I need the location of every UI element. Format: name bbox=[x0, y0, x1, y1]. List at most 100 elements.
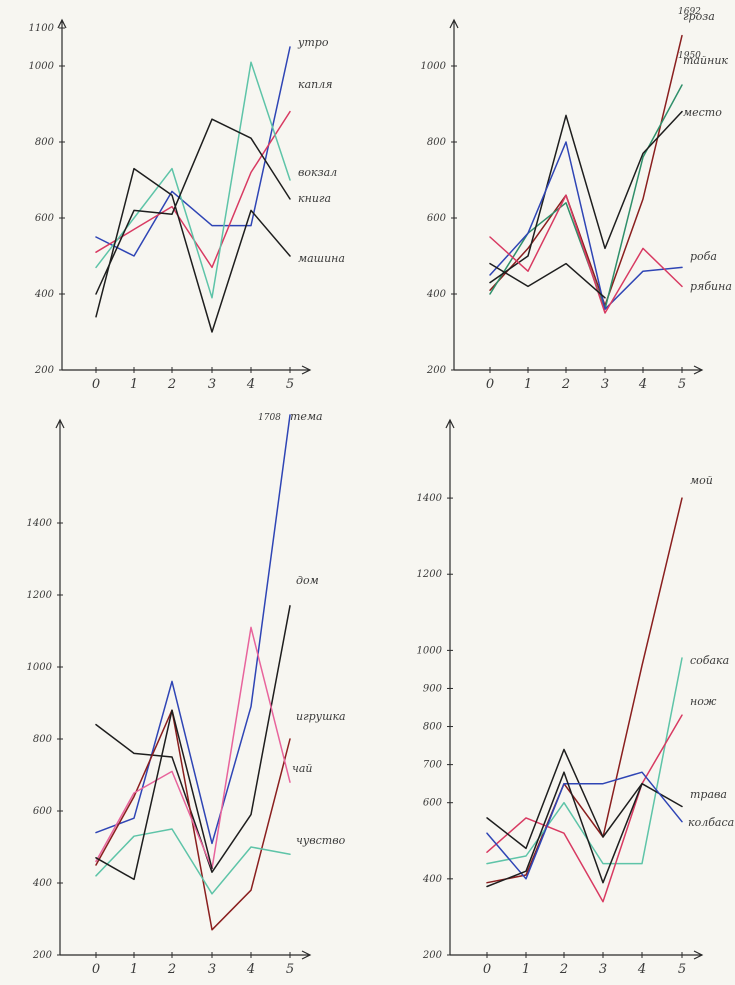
series-label: капля bbox=[298, 78, 333, 91]
y-axis-arrow bbox=[57, 18, 67, 29]
series-line-3 bbox=[95, 709, 291, 931]
series-label: утро bbox=[297, 36, 329, 49]
x-tick-label: 1 bbox=[130, 377, 138, 392]
chart-panel-2: 200 400 600 800 1000 0 1 2 3 4 5 гроза тайник место ро… bbox=[421, 7, 732, 392]
series-line-6 bbox=[95, 709, 213, 881]
y-tick-label: 1000 bbox=[27, 662, 53, 673]
x-tick-label: 4 bbox=[638, 377, 647, 392]
series-line-2 bbox=[95, 110, 291, 269]
series-line-1 bbox=[489, 34, 683, 307]
series-line-4 bbox=[95, 118, 291, 295]
y-tick-label: 1200 bbox=[27, 590, 53, 601]
series-label: мой bbox=[690, 474, 713, 487]
y-tick-label: 600 bbox=[35, 213, 55, 224]
series-line-5 bbox=[95, 828, 291, 895]
x-tick-label: 3 bbox=[599, 962, 607, 977]
series-label: колбаса bbox=[688, 816, 734, 829]
series-line-1 bbox=[95, 414, 291, 845]
y-tick-label: 200 bbox=[34, 365, 55, 376]
y-tick-label: 700 bbox=[423, 760, 443, 771]
x-tick-label: 3 bbox=[208, 962, 216, 977]
y-tick-label: 1000 bbox=[421, 61, 447, 72]
series-line-3 bbox=[486, 714, 683, 903]
y-axis-arrow bbox=[449, 18, 459, 29]
x-tick-label: 4 bbox=[246, 962, 255, 977]
series-line-4 bbox=[489, 141, 683, 310]
x-tick-label: 0 bbox=[92, 962, 100, 977]
series-line-2 bbox=[486, 657, 683, 865]
series-label: гроза bbox=[683, 10, 715, 23]
y-axis-arrow bbox=[445, 418, 455, 429]
x-tick-label: 1 bbox=[524, 377, 532, 392]
series-label: место bbox=[683, 106, 722, 119]
series-label: книга bbox=[298, 192, 331, 205]
y-tick-label: 1100 bbox=[29, 23, 55, 34]
x-tick-label: 2 bbox=[167, 377, 176, 392]
x-tick-label: 2 bbox=[561, 377, 570, 392]
y-tick-label: 200 bbox=[422, 950, 443, 961]
series-line-1 bbox=[486, 497, 683, 884]
series-label: трава bbox=[690, 788, 727, 801]
x-tick-label: 0 bbox=[486, 377, 494, 392]
y-tick-label: 600 bbox=[423, 798, 443, 809]
series-line-3 bbox=[489, 110, 683, 284]
y-tick-label: 1400 bbox=[27, 518, 53, 529]
series-label: рябина bbox=[690, 280, 732, 293]
series-label: нож bbox=[690, 695, 717, 708]
annotation-label: 1950 bbox=[678, 51, 701, 61]
y-tick-label: 400 bbox=[32, 878, 53, 889]
x-tick-label: 2 bbox=[167, 962, 176, 977]
series-line-4 bbox=[95, 626, 291, 870]
y-tick-label: 1000 bbox=[417, 645, 443, 656]
series-line-5 bbox=[489, 194, 683, 314]
y-tick-label: 200 bbox=[32, 950, 53, 961]
series-line-6 bbox=[489, 262, 606, 299]
x-tick-label: 5 bbox=[678, 377, 686, 392]
series-label: тема bbox=[290, 410, 323, 423]
series-label: чувство bbox=[296, 834, 346, 847]
x-tick-label: 4 bbox=[246, 377, 255, 392]
series-label: игрушка bbox=[296, 710, 346, 723]
chart-panel-3: 200 400 600 800 1000 1200 1400 0 1 2 3 4 5 тема дом игр… bbox=[27, 410, 346, 977]
series-line-2 bbox=[95, 605, 291, 873]
y-axis-arrow bbox=[55, 418, 65, 429]
y-tick-label: 800 bbox=[427, 137, 447, 148]
y-tick-label: 800 bbox=[423, 722, 443, 733]
x-tick-label: 5 bbox=[286, 962, 294, 977]
series-line-5 bbox=[486, 771, 683, 880]
y-tick-label: 200 bbox=[426, 365, 447, 376]
x-tick-label: 0 bbox=[483, 962, 491, 977]
y-tick-label: 1000 bbox=[29, 61, 55, 72]
y-tick-label: 1200 bbox=[417, 569, 443, 580]
annotation-label: 1692 bbox=[678, 7, 701, 17]
y-tick-label: 800 bbox=[33, 734, 53, 745]
series-line-5 bbox=[95, 167, 291, 333]
y-tick-label: 400 bbox=[422, 874, 443, 885]
x-tick-label: 4 bbox=[637, 962, 646, 977]
x-tick-label: 5 bbox=[678, 962, 686, 977]
series-label: чай bbox=[292, 762, 313, 775]
x-tick-label: 1 bbox=[130, 962, 138, 977]
x-tick-label: 3 bbox=[601, 377, 609, 392]
y-tick-label: 400 bbox=[426, 289, 447, 300]
series-label: тайник bbox=[683, 54, 728, 67]
y-tick-label: 800 bbox=[35, 137, 55, 148]
series-line-1 bbox=[95, 46, 291, 257]
x-tick-label: 3 bbox=[208, 377, 216, 392]
annotation-label: 1708 bbox=[258, 413, 281, 423]
y-tick-label: 1400 bbox=[417, 493, 443, 504]
y-tick-label: 400 bbox=[34, 289, 55, 300]
x-tick-label: 0 bbox=[92, 377, 100, 392]
series-label: дом bbox=[296, 574, 319, 587]
series-line-6 bbox=[486, 771, 643, 888]
series-label: вокзал bbox=[298, 166, 337, 179]
series-line-3 bbox=[95, 61, 291, 299]
y-tick-label: 600 bbox=[33, 806, 53, 817]
y-tick-label: 600 bbox=[427, 213, 447, 224]
chart-panel-1: 200 400 600 800 1000 1100 0 1 2 3 4 5 утро капля вокза… bbox=[29, 18, 345, 392]
x-axis-arrow bbox=[301, 365, 312, 375]
series-line-2 bbox=[489, 84, 683, 310]
series-label: роба bbox=[690, 250, 717, 263]
